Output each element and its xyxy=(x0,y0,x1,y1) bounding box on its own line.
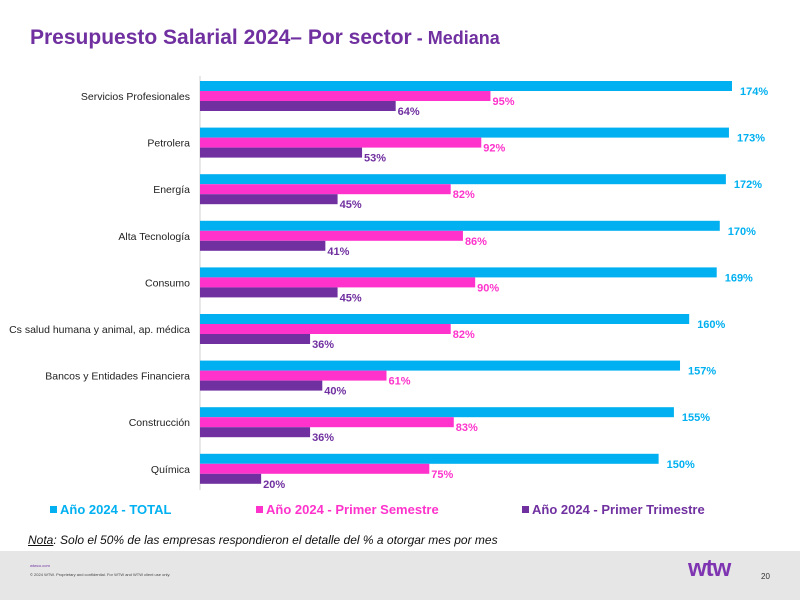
data-label: 64% xyxy=(398,106,420,118)
page-title: Presupuesto Salarial 2024– Por sector - … xyxy=(30,26,500,50)
data-label: 95% xyxy=(492,96,514,108)
data-label: 160% xyxy=(697,319,725,331)
bar xyxy=(200,127,729,138)
category-label: Bancos y Entidades Financiera xyxy=(45,371,190,383)
bar xyxy=(200,380,323,391)
title-main: Presupuesto Salarial 2024– Por sector xyxy=(30,26,412,49)
title-sub: - Mediana xyxy=(411,28,500,48)
bar xyxy=(200,417,454,428)
category-label: Servicios Profesionales xyxy=(81,91,190,103)
bar xyxy=(200,324,451,334)
data-label: 86% xyxy=(465,236,487,248)
bar xyxy=(200,91,491,101)
category-label: Construcción xyxy=(129,417,190,429)
footer-copyright: © 2024 WTW. Proprietary and confidential… xyxy=(30,572,171,577)
data-label: 40% xyxy=(324,386,346,398)
data-label: 61% xyxy=(389,376,411,388)
data-label: 36% xyxy=(312,339,334,351)
category-label: Cs salud humana y animal, ap. médica xyxy=(9,324,190,336)
category-label: Alta Tecnología xyxy=(118,231,190,243)
legend-swatch xyxy=(256,506,263,513)
bar xyxy=(200,277,476,288)
legend-item-total: Año 2024 - TOTAL xyxy=(50,502,171,517)
wtw-logo: wtw xyxy=(688,555,731,582)
bar xyxy=(200,194,338,205)
bar xyxy=(200,427,311,438)
footnote: Nota: Solo el 50% de las empresas respon… xyxy=(28,533,498,547)
data-label: 36% xyxy=(312,432,334,444)
bar xyxy=(200,334,311,344)
bar xyxy=(200,101,396,111)
data-label: 170% xyxy=(728,226,756,238)
bar xyxy=(200,137,482,148)
data-label: 172% xyxy=(734,179,762,191)
category-label: Consumo xyxy=(145,277,190,289)
bar xyxy=(200,370,387,381)
legend-swatch xyxy=(522,506,529,513)
category-label: Petrolera xyxy=(147,138,190,150)
data-label: 173% xyxy=(737,133,765,145)
data-label: 150% xyxy=(667,459,695,471)
footer-site: wtwco.com xyxy=(30,563,50,568)
legend-swatch xyxy=(50,506,57,513)
bar xyxy=(200,184,451,195)
data-label: 155% xyxy=(682,412,710,424)
bar xyxy=(200,407,674,418)
data-label: 157% xyxy=(688,366,716,378)
data-label: 45% xyxy=(340,292,362,304)
bar xyxy=(200,240,326,251)
bar xyxy=(200,230,463,241)
bar xyxy=(200,453,659,464)
bar xyxy=(200,314,690,324)
category-label: Química xyxy=(151,464,190,476)
data-label: 75% xyxy=(431,469,453,481)
note-text: : Solo el 50% de las empresas respondier… xyxy=(53,533,498,547)
footer: wtwco.com © 2024 WTW. Proprietary and co… xyxy=(0,551,800,600)
bar xyxy=(200,463,430,474)
data-label: 41% xyxy=(327,246,349,258)
data-label: 20% xyxy=(263,479,285,491)
data-label: 45% xyxy=(340,199,362,211)
data-label: 53% xyxy=(364,153,386,165)
data-label: 90% xyxy=(477,282,499,294)
bar xyxy=(200,147,363,158)
bar xyxy=(200,220,720,231)
data-label: 82% xyxy=(453,189,475,201)
data-label: 92% xyxy=(483,143,505,155)
data-label: 83% xyxy=(456,422,478,434)
bar xyxy=(200,473,262,484)
legend-item-trimestre: Año 2024 - Primer Trimestre xyxy=(522,502,705,517)
bar xyxy=(200,267,717,278)
data-label: 82% xyxy=(453,329,475,341)
bar xyxy=(200,174,726,185)
category-label: Energía xyxy=(153,184,190,196)
note-label: Nota xyxy=(28,533,54,547)
bar xyxy=(200,360,681,371)
bar xyxy=(200,287,338,298)
data-label: 174% xyxy=(740,86,768,98)
page-number: 20 xyxy=(761,572,770,581)
data-label: 169% xyxy=(725,272,753,284)
bar-chart: Servicios Profesionales 174% 95% 64% Petrole… xyxy=(9,76,768,491)
legend-item-semestre: Año 2024 - Primer Semestre xyxy=(256,502,439,517)
bar xyxy=(200,81,732,91)
